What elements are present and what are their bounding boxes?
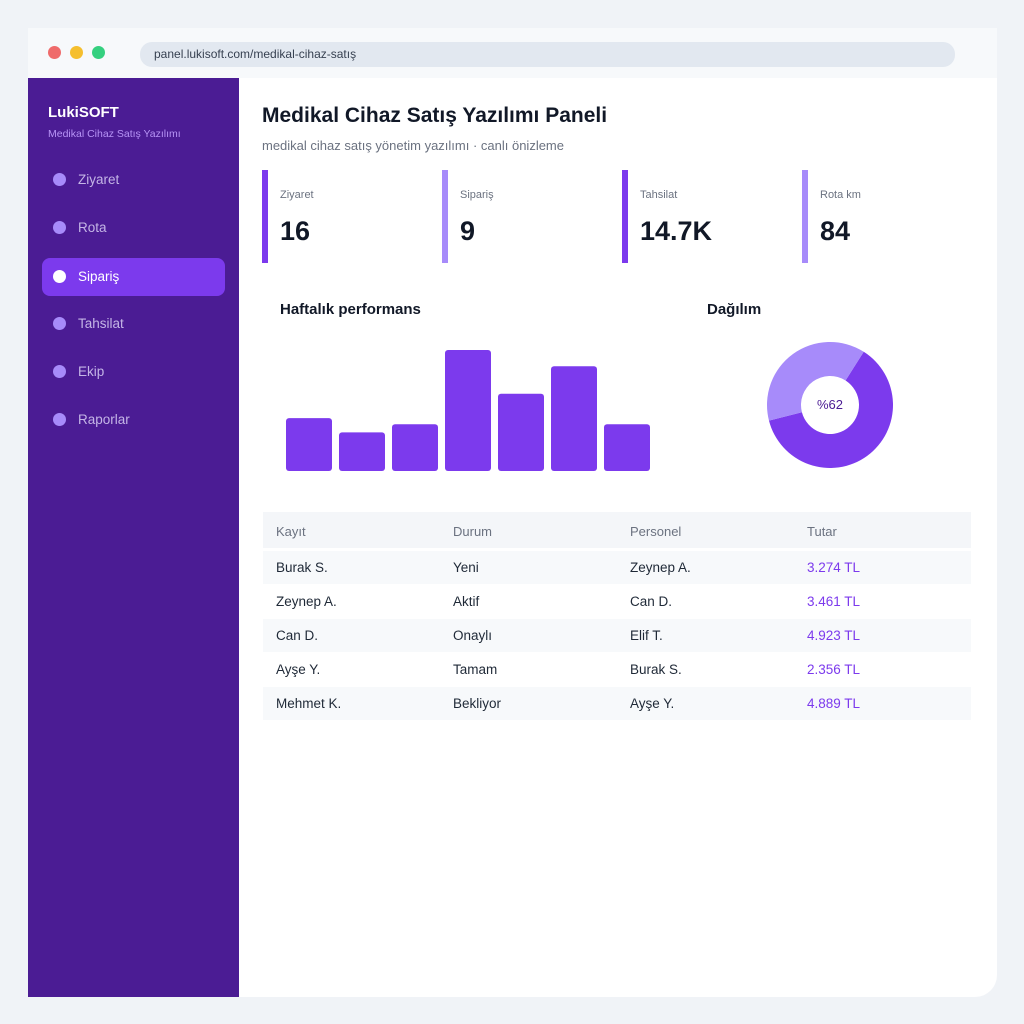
cell-durum: Onaylı (453, 628, 493, 643)
donut-slice (768, 351, 893, 468)
cell-durum: Yeni (453, 560, 479, 575)
table-header: Kayıt Durum Personel Tutar (263, 512, 971, 548)
cell-tutar: 3.461 TL (807, 594, 861, 609)
cell-tutar: 2.356 TL (807, 662, 861, 677)
cell-kayit: Zeynep A. (276, 594, 337, 609)
sidebar-item-label: Sipariş (78, 269, 120, 284)
column-header-durum[interactable]: Durum (453, 524, 493, 539)
sidebar-item-ziyaret[interactable]: Ziyaret (42, 161, 225, 199)
sidebar-item-siparis[interactable]: Sipariş (42, 258, 225, 296)
title-bar: panel.lukisoft.com/medikal-cihaz-satış (28, 28, 997, 78)
column-header-personel[interactable]: Personel (630, 524, 682, 539)
nav-dot-icon (53, 270, 66, 283)
table-row[interactable]: Can D. Onaylı Elif T. 4.923 TL (263, 619, 971, 652)
table-row[interactable]: Zeynep A. Aktif Can D. 3.461 TL (263, 585, 971, 618)
stat-value: 9 (460, 216, 476, 246)
minimize-window-button[interactable] (70, 46, 83, 59)
maximize-window-button[interactable] (92, 46, 105, 59)
table-row[interactable]: Mehmet K. Bekliyor Ayşe Y. 4.889 TL (263, 687, 971, 720)
address-bar[interactable]: panel.lukisoft.com/medikal-cihaz-satış (140, 42, 955, 67)
stat-label: Rota km (820, 189, 861, 201)
distribution-donut-chart (767, 342, 893, 468)
nav-dot-icon (53, 317, 66, 330)
close-window-button[interactable] (48, 46, 61, 59)
stat-value: 16 (280, 216, 311, 246)
sidebar-item-label: Raporlar (78, 412, 130, 427)
page-subtitle: medikal cihaz satış yönetim yazılımı · c… (262, 138, 564, 153)
cell-durum: Aktif (453, 594, 480, 609)
cell-kayit: Mehmet K. (276, 696, 342, 711)
brand-subtitle: Medikal Cihaz Satış Yazılımı (48, 128, 181, 140)
bar-mark (339, 432, 385, 471)
column-header-kayit[interactable]: Kayıt (276, 524, 306, 539)
stat-card-ziyaret: Ziyaret 16 (262, 170, 422, 263)
stat-card-siparis: Sipariş 9 (442, 170, 602, 263)
sidebar-item-label: Ekip (78, 364, 105, 379)
cell-durum: Bekliyor (453, 696, 502, 711)
table-row[interactable]: Ayşe Y. Tamam Burak S. 2.356 TL (263, 653, 971, 686)
cell-kayit: Ayşe Y. (276, 662, 321, 677)
sidebar-item-label: Ziyaret (78, 172, 120, 187)
sidebar-item-label: Tahsilat (78, 316, 124, 331)
cell-tutar: 4.923 TL (807, 628, 861, 643)
sidebar-item-tahsilat[interactable]: Tahsilat (42, 305, 225, 343)
bar-mark (392, 424, 438, 471)
nav-dot-icon (53, 221, 66, 234)
stat-accent-bar (262, 170, 268, 263)
donut-center-label: %62 (816, 397, 844, 412)
bar-mark (445, 350, 491, 471)
bar-mark (604, 424, 650, 471)
cell-personel: Elif T. (630, 628, 663, 643)
stat-value: 84 (820, 216, 851, 246)
sidebar-item-ekip[interactable]: Ekip (42, 353, 225, 391)
stat-label: Tahsilat (640, 189, 678, 201)
stat-value: 14.7K (640, 216, 713, 246)
cell-durum: Tamam (453, 662, 498, 677)
stat-card-tahsilat: Tahsilat 14.7K (622, 170, 782, 263)
stat-accent-bar (622, 170, 628, 263)
stat-label: Sipariş (460, 189, 494, 201)
cell-personel: Burak S. (630, 662, 682, 677)
bar-mark (498, 393, 544, 471)
bar-mark (286, 418, 332, 471)
cell-personel: Ayşe Y. (630, 696, 675, 711)
sidebar-item-rota[interactable]: Rota (42, 209, 225, 247)
nav-dot-icon (53, 365, 66, 378)
stat-label: Ziyaret (280, 189, 314, 201)
sidebar-item-label: Rota (78, 220, 107, 235)
cell-kayit: Can D. (276, 628, 319, 643)
sidebar: LukiSOFT Medikal Cihaz Satış Yazılımı Zi… (28, 78, 239, 997)
column-header-tutar[interactable]: Tutar (807, 524, 837, 539)
nav-dot-icon (53, 173, 66, 186)
stat-accent-bar (442, 170, 448, 263)
page-title: Medikal Cihaz Satış Yazılımı Paneli (262, 104, 608, 127)
stat-card-rota-km: Rota km 84 (802, 170, 962, 263)
stat-accent-bar (802, 170, 808, 263)
browser-window: panel.lukisoft.com/medikal-cihaz-satış L… (28, 28, 997, 997)
performance-title: Haftalık performans (280, 301, 421, 318)
nav-dot-icon (53, 413, 66, 426)
bar-mark (551, 366, 597, 471)
cell-tutar: 4.889 TL (807, 696, 861, 711)
cell-personel: Zeynep A. (630, 560, 691, 575)
weekly-performance-chart (286, 350, 650, 471)
donut-slice (767, 342, 864, 421)
sidebar-item-raporlar[interactable]: Raporlar (42, 401, 225, 439)
cell-personel: Can D. (630, 594, 673, 609)
brand-logo-text: LukiSOFT (48, 104, 119, 121)
table-row[interactable]: Burak S. Yeni Zeynep A. 3.274 TL (263, 551, 971, 584)
cell-tutar: 3.274 TL (807, 560, 861, 575)
cell-kayit: Burak S. (276, 560, 328, 575)
distribution-title: Dağılım (707, 301, 762, 318)
